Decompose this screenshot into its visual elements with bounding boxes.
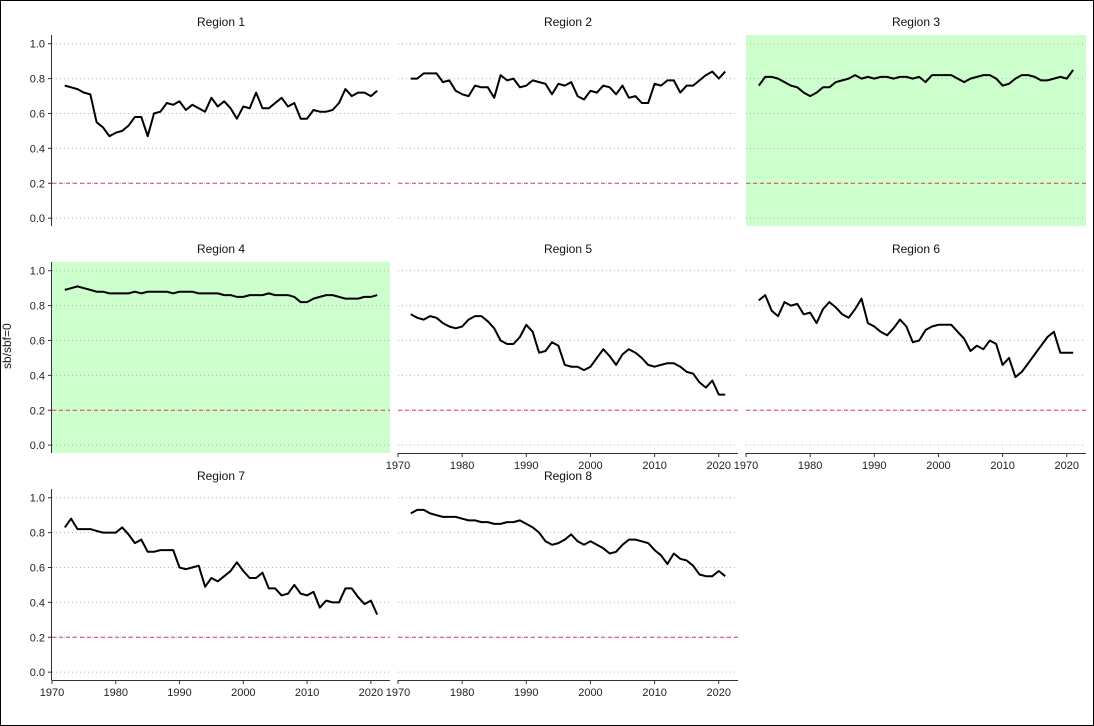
- x-tick-label: 2020: [1055, 460, 1079, 472]
- x-tick-label: 2000: [231, 687, 255, 699]
- y-tick-label: 0.6: [30, 335, 45, 347]
- series-line: [410, 508, 726, 578]
- x-tick-label: 1980: [104, 687, 128, 699]
- series-line: [63, 517, 379, 616]
- y-tick-label: 0.4: [30, 143, 45, 155]
- x-tick-label: 2020: [707, 687, 731, 699]
- panel-highlight: [52, 262, 390, 453]
- y-tick-label: 0.6: [30, 108, 45, 120]
- series-line: [757, 69, 1075, 98]
- y-tick-label: 0.8: [30, 301, 45, 313]
- series-line: [64, 84, 378, 138]
- panel-5: 1970 1980 1990 2000 2010 2020 Region 5: [386, 242, 738, 472]
- x-tick-label: 2000: [578, 687, 602, 699]
- y-tick-label: 0.8: [30, 74, 45, 86]
- x-tick-label: 2000: [578, 460, 602, 472]
- y-tick-label: 0.4: [30, 370, 45, 382]
- panel-6: 1970 1980 1990 2000 2010 2020 Region 6: [734, 242, 1086, 472]
- panel-3: Region 3: [746, 15, 1086, 226]
- x-tick-label: 2010: [990, 460, 1014, 472]
- x-tick-label: 1990: [862, 460, 886, 472]
- panel-4: 0.0 0.2 0.4 0.6 0.8 1.0 Region 4: [30, 242, 390, 453]
- y-tick-label: 0.2: [30, 632, 45, 644]
- x-tick-label: 1970: [734, 460, 758, 472]
- panel-title: Region 2: [544, 15, 592, 29]
- series-line: [410, 70, 726, 104]
- x-tick-label: 1980: [450, 460, 474, 472]
- panel-title: Region 7: [197, 469, 245, 483]
- x-tick-label: 2000: [926, 460, 950, 472]
- panel-title: Region 6: [892, 242, 940, 256]
- y-tick-label: 0.6: [30, 562, 45, 574]
- x-tick-label: 2010: [642, 687, 666, 699]
- x-tick-label: 1970: [40, 687, 64, 699]
- x-tick-label: 1990: [167, 687, 191, 699]
- panel-title: Region 5: [544, 242, 592, 256]
- x-tick-label: 1980: [450, 687, 474, 699]
- panel-2: Region 2: [398, 15, 738, 219]
- y-tick-label: 0.2: [30, 178, 45, 190]
- series-line: [758, 294, 1074, 379]
- x-tick-label: 2010: [295, 687, 319, 699]
- y-tick-label: 0.0: [30, 440, 45, 452]
- y-tick-label: 1.0: [30, 493, 45, 505]
- y-tick-label: 0.0: [30, 667, 45, 679]
- x-tick-label: 1970: [386, 687, 410, 699]
- panel-7: 0.0 0.2 0.4 0.6 0.8 1.0 1970 1980 1990 2000 2010 20…: [30, 469, 390, 699]
- y-tick-label: 0.2: [30, 405, 45, 417]
- x-tick-label: 2020: [707, 460, 731, 472]
- y-tick-label: 0.8: [30, 528, 45, 540]
- panel-title: Region 8: [544, 469, 592, 483]
- y-tick-label: 1.0: [30, 39, 45, 51]
- x-tick-label: 1970: [386, 460, 410, 472]
- panel-highlight: [746, 35, 1086, 226]
- y-tick-label: 0.0: [30, 213, 45, 225]
- series-line: [410, 313, 726, 396]
- panel-title: Region 3: [892, 15, 940, 29]
- panel-title: Region 4: [197, 242, 245, 256]
- y-tick-label: 0.4: [30, 597, 45, 609]
- x-tick-label: 1990: [514, 460, 538, 472]
- y-tick-label: 1.0: [30, 266, 45, 278]
- x-tick-label: 1980: [798, 460, 822, 472]
- series-line: [64, 285, 378, 304]
- panel-8: 1970 1980 1990 2000 2010 2020 Region 8: [386, 469, 738, 699]
- x-tick-label: 1990: [514, 687, 538, 699]
- x-tick-label: 2020: [359, 687, 383, 699]
- panel-1: 0.0 0.2 0.4 0.6 0.8 1.0 Region 1: [30, 15, 390, 226]
- panel-title: Region 1: [197, 15, 245, 29]
- x-tick-label: 2010: [642, 460, 666, 472]
